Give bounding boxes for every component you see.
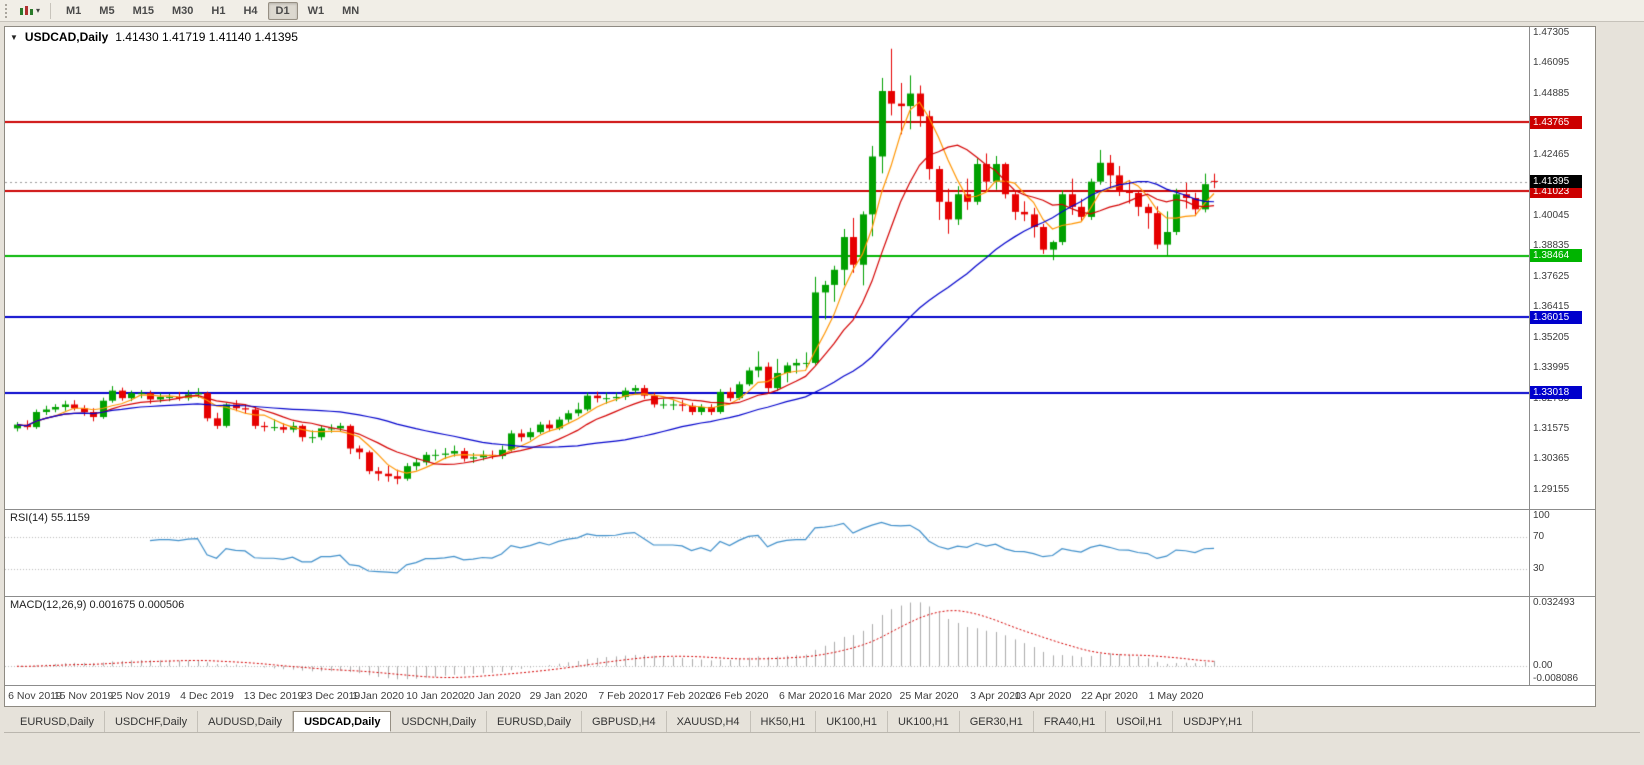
chart-tab-12[interactable]: FRA40,H1 xyxy=(1034,711,1107,732)
date-label: 3 Apr 2020 xyxy=(970,690,1021,702)
toolbar-grip[interactable] xyxy=(5,3,10,18)
price-tick-label: 1.35205 xyxy=(1533,332,1570,343)
top-toolbar: ▾ M1 M5 M15 M30 H1 H4 D1 W1 MN xyxy=(0,0,1644,22)
timeframe-button-m30[interactable]: M30 xyxy=(171,4,194,17)
price-tick-label: 1.46095 xyxy=(1533,57,1570,68)
price-tick-label: 1.36415 xyxy=(1533,301,1570,312)
price-tick-label: 1.42465 xyxy=(1533,149,1570,160)
dropdown-caret-icon: ▾ xyxy=(36,6,41,15)
timeframe-button-m1[interactable]: M1 xyxy=(66,4,82,17)
date-label: 13 Apr 2020 xyxy=(1014,690,1072,702)
timeframe-button-h4[interactable]: H4 xyxy=(243,4,258,17)
main-price-axis[interactable]: 1.473051.460951.448851.436751.424651.412… xyxy=(1529,27,1595,509)
price-tick-label: 1.40045 xyxy=(1533,210,1570,221)
macd-label: MACD(12,26,9) 0.001675 0.000506 xyxy=(10,599,185,611)
price-tick-label: 1.37625 xyxy=(1533,271,1570,282)
date-label: 7 Feb 2020 xyxy=(598,690,652,702)
date-label: 29 Jan 2020 xyxy=(529,690,588,702)
date-label: 16 Mar 2020 xyxy=(833,690,892,702)
chart-tab-11[interactable]: GER30,H1 xyxy=(960,711,1034,732)
price-tick-label: 1.30365 xyxy=(1533,453,1570,464)
rsi-level-label: 30 xyxy=(1533,563,1545,574)
date-label: 6 Mar 2020 xyxy=(778,690,833,702)
date-label: 23 Dec 2019 xyxy=(300,690,361,702)
chart-tab-8[interactable]: HK50,H1 xyxy=(751,711,817,732)
chart-ohlc: 1.41430 1.41719 1.41140 1.41395 xyxy=(115,30,298,44)
rsi-canvas[interactable] xyxy=(5,510,1529,596)
timeframe-button-h1[interactable]: H1 xyxy=(211,4,226,17)
date-label: 15 Nov 2019 xyxy=(53,690,114,702)
pane-divider[interactable] xyxy=(5,509,1595,510)
chart-collapse-icon[interactable]: ▼ xyxy=(10,32,18,42)
price-tick-label: 1.33995 xyxy=(1533,362,1570,373)
timeframe-button-m15[interactable]: M15 xyxy=(132,4,154,17)
chart-tab-14[interactable]: USDJPY,H1 xyxy=(1173,711,1254,732)
chart-tab-13[interactable]: USOil,H1 xyxy=(1106,711,1174,732)
date-label: 6 Nov 2019 xyxy=(8,690,62,702)
level-price-label-4: 1.33018 xyxy=(1530,386,1582,399)
chart-tab-2[interactable]: AUDUSD,Daily xyxy=(198,711,294,732)
timeframe-button-mn[interactable]: MN xyxy=(342,4,360,17)
date-label: 1 May 2020 xyxy=(1148,690,1204,702)
timeframe-button-w1[interactable]: W1 xyxy=(307,4,325,17)
toolbar-separator xyxy=(50,2,52,19)
chart-tab-3[interactable]: USDCAD,Daily xyxy=(293,711,392,732)
date-label: 22 Apr 2020 xyxy=(1081,690,1138,702)
rsi-axis[interactable]: 100 70 30 xyxy=(1529,510,1595,596)
chart-tab-7[interactable]: XAUUSD,H4 xyxy=(667,711,751,732)
timeframe-buttons: M1 M5 M15 M30 H1 H4 D1 W1 MN xyxy=(58,1,367,20)
chart-tab-5[interactable]: EURUSD,Daily xyxy=(487,711,582,732)
chart-tab-1[interactable]: USDCHF,Daily xyxy=(105,711,199,732)
rsi-pane: RSI(14) 55.1159 100 70 30 xyxy=(5,510,1595,596)
macd-axis-label: -0.008086 xyxy=(1533,673,1579,684)
chart-tab-6[interactable]: GBPUSD,H4 xyxy=(582,711,667,732)
macd-pane: MACD(12,26,9) 0.001675 0.000506 0.032493… xyxy=(5,597,1595,685)
timeframe-button-m5[interactable]: M5 xyxy=(99,4,115,17)
chart-symbol: USDCAD,Daily xyxy=(24,30,109,44)
price-tick-label: 1.38835 xyxy=(1533,240,1570,251)
price-tick-label: 1.31575 xyxy=(1533,423,1570,434)
price-tick-label: 1.29155 xyxy=(1533,484,1570,495)
date-label: 17 Feb 2020 xyxy=(652,690,712,702)
level-price-label-3: 1.36015 xyxy=(1530,311,1582,324)
main-chart-canvas[interactable] xyxy=(5,27,1529,509)
date-label: 26 Feb 2020 xyxy=(709,690,769,702)
chart-tab-4[interactable]: USDCNH,Daily xyxy=(391,711,488,732)
chart-tab-9[interactable]: UK100,H1 xyxy=(816,711,888,732)
level-price-label-0: 1.43765 xyxy=(1530,116,1582,129)
macd-axis-label: 0.032493 xyxy=(1533,597,1575,608)
date-label: 25 Mar 2020 xyxy=(899,690,959,702)
chart-tab-0[interactable]: EURUSD,Daily xyxy=(10,711,105,732)
pane-divider xyxy=(5,685,1595,686)
rsi-level-label: 70 xyxy=(1533,531,1545,542)
timeframe-button-d1[interactable]: D1 xyxy=(267,1,298,20)
macd-axis[interactable]: 0.032493 0.00 -0.008086 xyxy=(1529,597,1595,685)
main-chart-pane: ▼ USDCAD,Daily 1.41430 1.41719 1.41140 1… xyxy=(5,27,1595,509)
date-label: 10 Jan 2020 xyxy=(406,690,464,702)
date-label: 13 Dec 2019 xyxy=(243,690,304,702)
chart-type-button[interactable]: ▾ xyxy=(16,3,43,19)
price-tick-label: 1.44885 xyxy=(1533,88,1570,99)
date-label: 25 Nov 2019 xyxy=(110,690,171,702)
macd-canvas[interactable] xyxy=(5,597,1529,685)
level-price-label-1: 1.41023 xyxy=(1530,185,1582,198)
bid-price-label: 1.41395 xyxy=(1530,175,1582,188)
pane-divider[interactable] xyxy=(5,596,1595,597)
rsi-level-label: 100 xyxy=(1533,510,1550,521)
level-price-label-2: 1.38464 xyxy=(1530,249,1582,262)
chart-title: ▼ USDCAD,Daily 1.41430 1.41719 1.41140 1… xyxy=(10,30,298,44)
date-label: 20 Jan 2020 xyxy=(463,690,521,702)
chart-tabs: EURUSD,Daily USDCHF,Daily AUDUSD,Daily USDC… xyxy=(4,711,1640,733)
chart-tab-10[interactable]: UK100,H1 xyxy=(888,711,960,732)
rsi-label: RSI(14) 55.1159 xyxy=(10,512,90,524)
price-tick-label: 1.47305 xyxy=(1533,27,1570,38)
chart-window: ▼ USDCAD,Daily 1.41430 1.41719 1.41140 1… xyxy=(4,26,1596,707)
date-label: 4 Dec 2019 xyxy=(180,690,234,702)
chart-type-icon xyxy=(20,5,33,15)
time-axis[interactable]: 6 Nov 2019 15 Nov 2019 25 Nov 2019 4 Dec 20… xyxy=(5,686,1595,706)
macd-axis-label: 0.00 xyxy=(1533,660,1553,671)
date-label: 1 Jan 2020 xyxy=(352,690,404,702)
